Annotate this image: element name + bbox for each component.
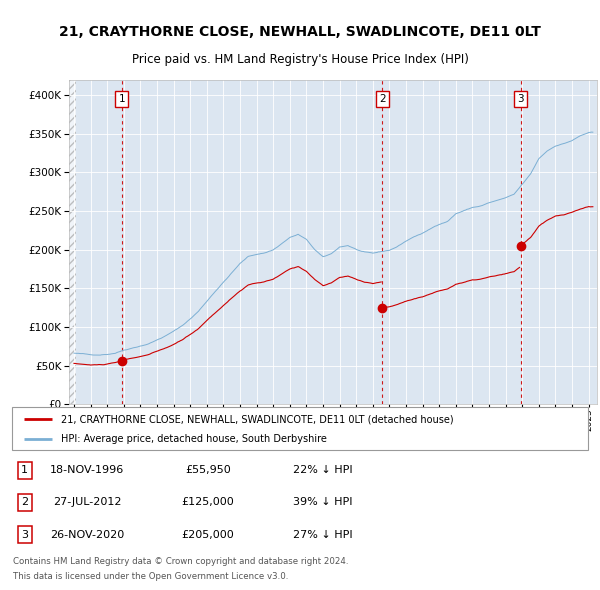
Text: 26-NOV-2020: 26-NOV-2020 xyxy=(50,530,124,540)
Text: 1: 1 xyxy=(21,466,28,476)
Text: 27% ↓ HPI: 27% ↓ HPI xyxy=(293,530,353,540)
Text: 3: 3 xyxy=(517,94,524,104)
Text: 21, CRAYTHORNE CLOSE, NEWHALL, SWADLINCOTE, DE11 0LT (detached house): 21, CRAYTHORNE CLOSE, NEWHALL, SWADLINCO… xyxy=(61,414,454,424)
Text: £125,000: £125,000 xyxy=(181,497,234,507)
FancyBboxPatch shape xyxy=(12,407,588,450)
Text: HPI: Average price, detached house, South Derbyshire: HPI: Average price, detached house, Sout… xyxy=(61,434,327,444)
Text: Contains HM Land Registry data © Crown copyright and database right 2024.: Contains HM Land Registry data © Crown c… xyxy=(13,557,349,566)
Text: Price paid vs. HM Land Registry's House Price Index (HPI): Price paid vs. HM Land Registry's House … xyxy=(131,53,469,65)
Text: 39% ↓ HPI: 39% ↓ HPI xyxy=(293,497,353,507)
Text: £55,950: £55,950 xyxy=(185,466,231,476)
Text: This data is licensed under the Open Government Licence v3.0.: This data is licensed under the Open Gov… xyxy=(13,572,289,581)
Text: 1: 1 xyxy=(118,94,125,104)
Polygon shape xyxy=(69,80,76,404)
Text: 18-NOV-1996: 18-NOV-1996 xyxy=(50,466,124,476)
Text: £205,000: £205,000 xyxy=(181,530,234,540)
Text: 2: 2 xyxy=(21,497,28,507)
Text: 3: 3 xyxy=(21,530,28,540)
Text: 27-JUL-2012: 27-JUL-2012 xyxy=(53,497,121,507)
Text: 21, CRAYTHORNE CLOSE, NEWHALL, SWADLINCOTE, DE11 0LT: 21, CRAYTHORNE CLOSE, NEWHALL, SWADLINCO… xyxy=(59,25,541,40)
Text: 2: 2 xyxy=(379,94,386,104)
Text: 22% ↓ HPI: 22% ↓ HPI xyxy=(293,466,353,476)
